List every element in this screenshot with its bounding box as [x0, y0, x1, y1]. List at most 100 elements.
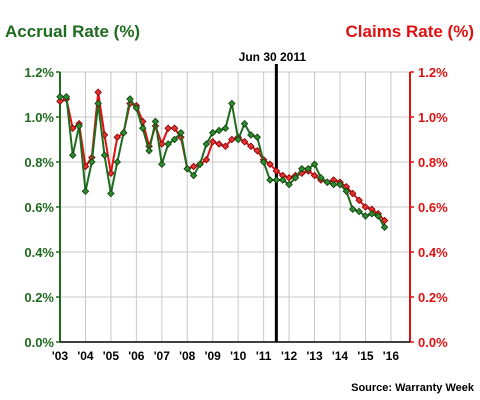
claims-rate-point: [189, 162, 198, 171]
accrual-rate-point: [348, 205, 357, 214]
claims-rate-point: [272, 167, 281, 175]
accrual-rate-point: [336, 180, 344, 189]
claims-rate-point: [361, 203, 370, 211]
claims-rate-point: [240, 137, 249, 146]
accrual-rate-point: [170, 135, 179, 144]
accrual-rate-point: [68, 151, 77, 160]
accrual-rate-point: [62, 92, 71, 101]
left-y-tick-label: 0.4%: [24, 245, 54, 260]
accrual-rate-point: [94, 99, 102, 108]
claims-rate-point: [228, 135, 236, 144]
accrual-rate-point: [272, 176, 281, 184]
x-tick-label: '13: [306, 349, 323, 363]
claims-rate-point: [208, 137, 217, 146]
accrual-rate-point: [228, 99, 236, 108]
x-tick-label: '11: [256, 349, 272, 363]
claims-rate-point: [266, 160, 274, 169]
claims-rate-point: [113, 133, 122, 142]
claims-rate-point: [247, 142, 255, 151]
x-tick-label: '06: [128, 349, 145, 363]
accrual-rate-point: [164, 140, 172, 148]
x-tick-label: '14: [332, 349, 349, 363]
accrual-rate-point: [151, 117, 160, 126]
claims-rate-point: [310, 171, 319, 180]
accrual-rate-point: [285, 180, 293, 189]
accrual-rate-point: [196, 160, 204, 169]
accrual-rate-point: [247, 131, 255, 139]
claims-rate-line: [59, 92, 386, 222]
accrual-rate-point: [107, 189, 115, 198]
claims-rate-point: [202, 155, 211, 164]
x-tick-label: '10: [230, 349, 247, 363]
x-tick-label: '04: [77, 349, 94, 363]
claims-rate-point: [164, 124, 172, 133]
left-y-tick-label: 0.0%: [24, 335, 54, 350]
accrual-rate-point: [119, 128, 128, 137]
accrual-rate-point: [132, 104, 141, 112]
x-tick-label: '15: [357, 349, 374, 363]
claims-rate-point: [107, 169, 115, 178]
accrual-rate-point: [183, 164, 192, 173]
accrual-rate-point: [240, 119, 249, 128]
accrual-rate-point: [310, 160, 319, 169]
accrual-rate-line: [60, 95, 386, 228]
annotation-label: Jun 30 2011: [239, 50, 307, 64]
right-y-tick-label: 1.0%: [418, 110, 448, 125]
accrual-rate-point: [355, 207, 363, 216]
accrual-rate-point: [291, 173, 300, 182]
left-y-tick-label: 0.6%: [24, 200, 54, 215]
x-tick-label: '09: [205, 349, 222, 363]
accrual-rate-point: [234, 135, 242, 144]
accrual-rate-point: [266, 176, 274, 184]
accrual-rate-point: [361, 212, 370, 220]
right-y-tick-label: 0.6%: [418, 200, 448, 215]
accrual-rate-point: [278, 176, 287, 184]
accrual-rate-point: [126, 95, 134, 103]
accrual-rate-point: [208, 128, 217, 137]
accrual-rate-point: [158, 160, 166, 169]
accrual-rate-point: [374, 212, 382, 220]
left-y-tick-label: 1.2%: [24, 65, 54, 80]
accrual-rate-point: [145, 146, 153, 155]
left-y-tick-label: 0.2%: [24, 290, 54, 305]
claims-rate-point: [56, 97, 64, 106]
accrual-rate-point: [298, 164, 306, 173]
claims-rate-point: [215, 140, 223, 148]
accrual-rate-point: [215, 126, 223, 135]
x-tick-label: '16: [383, 349, 400, 363]
accrual-rate-point: [380, 223, 389, 232]
source-caption: Source: Warranty Week: [351, 382, 474, 394]
claims-rate-point: [221, 142, 230, 151]
claims-rate-point: [94, 88, 102, 97]
accrual-rate-point: [177, 128, 185, 137]
accrual-rate-point: [138, 124, 147, 133]
accrual-rate-point: [317, 173, 325, 182]
x-tick-label: '12: [281, 349, 298, 363]
accrual-rate-point: [221, 124, 230, 133]
claims-rate-point: [253, 146, 262, 155]
accrual-rate-point: [81, 187, 90, 196]
accrual-rate-point: [113, 158, 122, 166]
x-tick-label: '03: [52, 349, 69, 363]
accrual-rate-point: [342, 187, 351, 196]
claims-rate-title: Claims Rate (%): [345, 22, 474, 41]
accrual-rate-point: [189, 171, 198, 180]
right-y-tick-label: 1.2%: [418, 65, 448, 80]
accrual-rate-title: Accrual Rate (%): [5, 22, 141, 41]
claims-rate-point: [158, 140, 166, 148]
left-y-tick-label: 1.0%: [24, 110, 54, 125]
claims-rate-point: [355, 196, 363, 205]
accrual-rate-point: [323, 178, 332, 187]
accrual-rate-point: [253, 133, 262, 142]
x-tick-label: '07: [154, 349, 171, 363]
accrual-rate-point: [304, 164, 312, 173]
accrual-rate-point: [329, 180, 338, 189]
right-y-tick-label: 0.2%: [418, 290, 448, 305]
left-y-tick-label: 0.8%: [24, 155, 54, 170]
accrual-rate-point: [100, 151, 109, 160]
x-tick-label: '05: [103, 349, 120, 363]
accrual-rate-point: [368, 209, 376, 218]
claims-rate-point: [348, 189, 357, 198]
claims-rate-point: [170, 124, 179, 133]
